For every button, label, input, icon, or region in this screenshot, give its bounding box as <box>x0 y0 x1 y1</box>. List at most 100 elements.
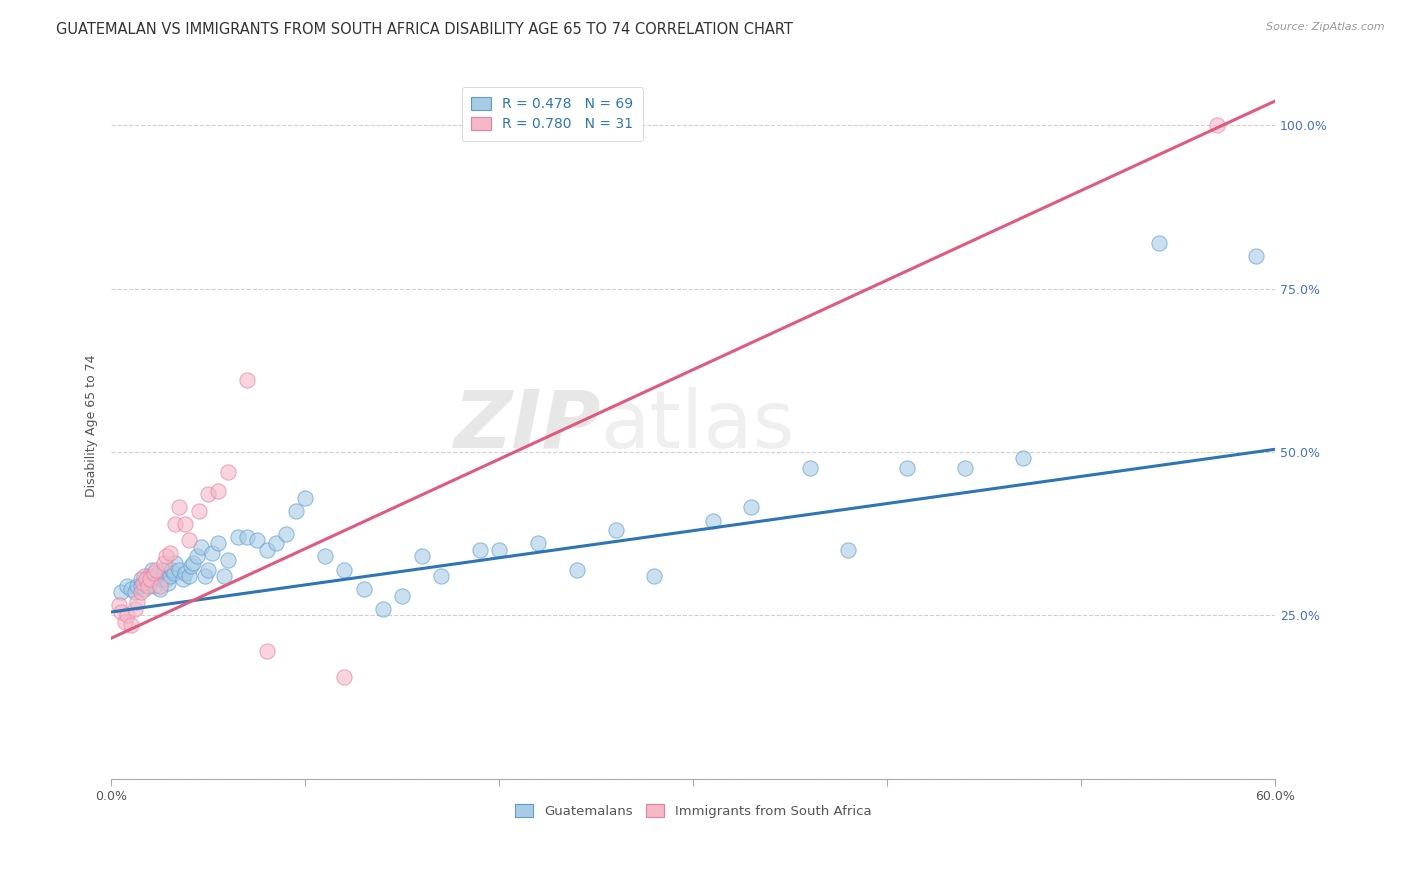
Point <box>371 601 394 615</box>
Point <box>565 562 588 576</box>
Point <box>212 569 235 583</box>
Point <box>187 504 209 518</box>
Point <box>1012 451 1035 466</box>
Point <box>129 572 152 586</box>
Legend: Guatemalans, Immigrants from South Africa: Guatemalans, Immigrants from South Afric… <box>509 797 879 825</box>
Point <box>488 542 510 557</box>
Point <box>108 599 131 613</box>
Point <box>391 589 413 603</box>
Point <box>197 562 219 576</box>
Point <box>134 569 156 583</box>
Point <box>896 461 918 475</box>
Point <box>246 533 269 547</box>
Point <box>174 516 197 531</box>
Point <box>114 615 136 629</box>
Point <box>125 579 148 593</box>
Point <box>135 572 157 586</box>
Text: ZIP: ZIP <box>453 387 600 465</box>
Text: atlas: atlas <box>600 387 794 465</box>
Point <box>256 644 278 658</box>
Point <box>159 546 181 560</box>
Point <box>160 562 183 576</box>
Point <box>141 562 163 576</box>
Point <box>190 540 212 554</box>
Point <box>430 569 453 583</box>
Point <box>150 572 173 586</box>
Point <box>236 373 259 387</box>
Text: GUATEMALAN VS IMMIGRANTS FROM SOUTH AFRICA DISABILITY AGE 65 TO 74 CORRELATION C: GUATEMALAN VS IMMIGRANTS FROM SOUTH AFRI… <box>56 22 793 37</box>
Point <box>314 549 336 564</box>
Point <box>201 546 224 560</box>
Point <box>169 562 191 576</box>
Point <box>110 605 132 619</box>
Point <box>799 461 821 475</box>
Point <box>181 556 204 570</box>
Point <box>1205 118 1227 132</box>
Point <box>174 566 197 580</box>
Point <box>274 526 297 541</box>
Point <box>162 566 184 580</box>
Point <box>527 536 550 550</box>
Point <box>165 556 187 570</box>
Point <box>129 585 152 599</box>
Point <box>333 670 356 684</box>
Point <box>256 542 278 557</box>
Point <box>1147 235 1170 250</box>
Point <box>740 500 762 515</box>
Point <box>353 582 375 596</box>
Point <box>125 595 148 609</box>
Y-axis label: Disability Age 65 to 74: Disability Age 65 to 74 <box>86 354 98 497</box>
Point <box>294 491 316 505</box>
Point <box>139 572 162 586</box>
Point <box>411 549 433 564</box>
Point <box>153 556 176 570</box>
Point <box>143 579 166 593</box>
Point <box>177 569 200 583</box>
Point <box>177 533 200 547</box>
Point <box>226 530 249 544</box>
Point <box>149 579 172 593</box>
Point <box>120 618 142 632</box>
Point <box>468 542 491 557</box>
Point <box>139 569 162 583</box>
Point <box>134 582 156 596</box>
Point <box>138 569 160 583</box>
Point <box>146 566 169 580</box>
Point <box>155 549 177 564</box>
Point <box>115 579 138 593</box>
Point <box>217 552 239 566</box>
Point <box>236 530 259 544</box>
Point <box>115 608 138 623</box>
Point <box>138 579 160 593</box>
Point <box>131 575 153 590</box>
Point <box>333 562 356 576</box>
Point <box>702 514 724 528</box>
Point <box>124 585 146 599</box>
Point <box>124 601 146 615</box>
Point <box>145 562 167 576</box>
Point <box>135 572 157 586</box>
Point <box>169 500 191 515</box>
Point <box>172 572 194 586</box>
Point <box>159 569 181 583</box>
Point <box>143 566 166 580</box>
Point <box>156 575 179 590</box>
Point <box>953 461 976 475</box>
Point <box>180 559 202 574</box>
Point <box>837 542 859 557</box>
Point <box>197 487 219 501</box>
Point <box>207 484 229 499</box>
Point <box>266 536 288 550</box>
Point <box>155 572 177 586</box>
Point <box>1244 249 1267 263</box>
Point <box>120 582 142 596</box>
Point <box>643 569 665 583</box>
Point <box>186 549 208 564</box>
Point <box>165 516 187 531</box>
Point <box>605 524 627 538</box>
Point <box>153 562 176 576</box>
Point <box>145 569 167 583</box>
Point <box>139 575 162 590</box>
Point <box>194 569 217 583</box>
Point <box>207 536 229 550</box>
